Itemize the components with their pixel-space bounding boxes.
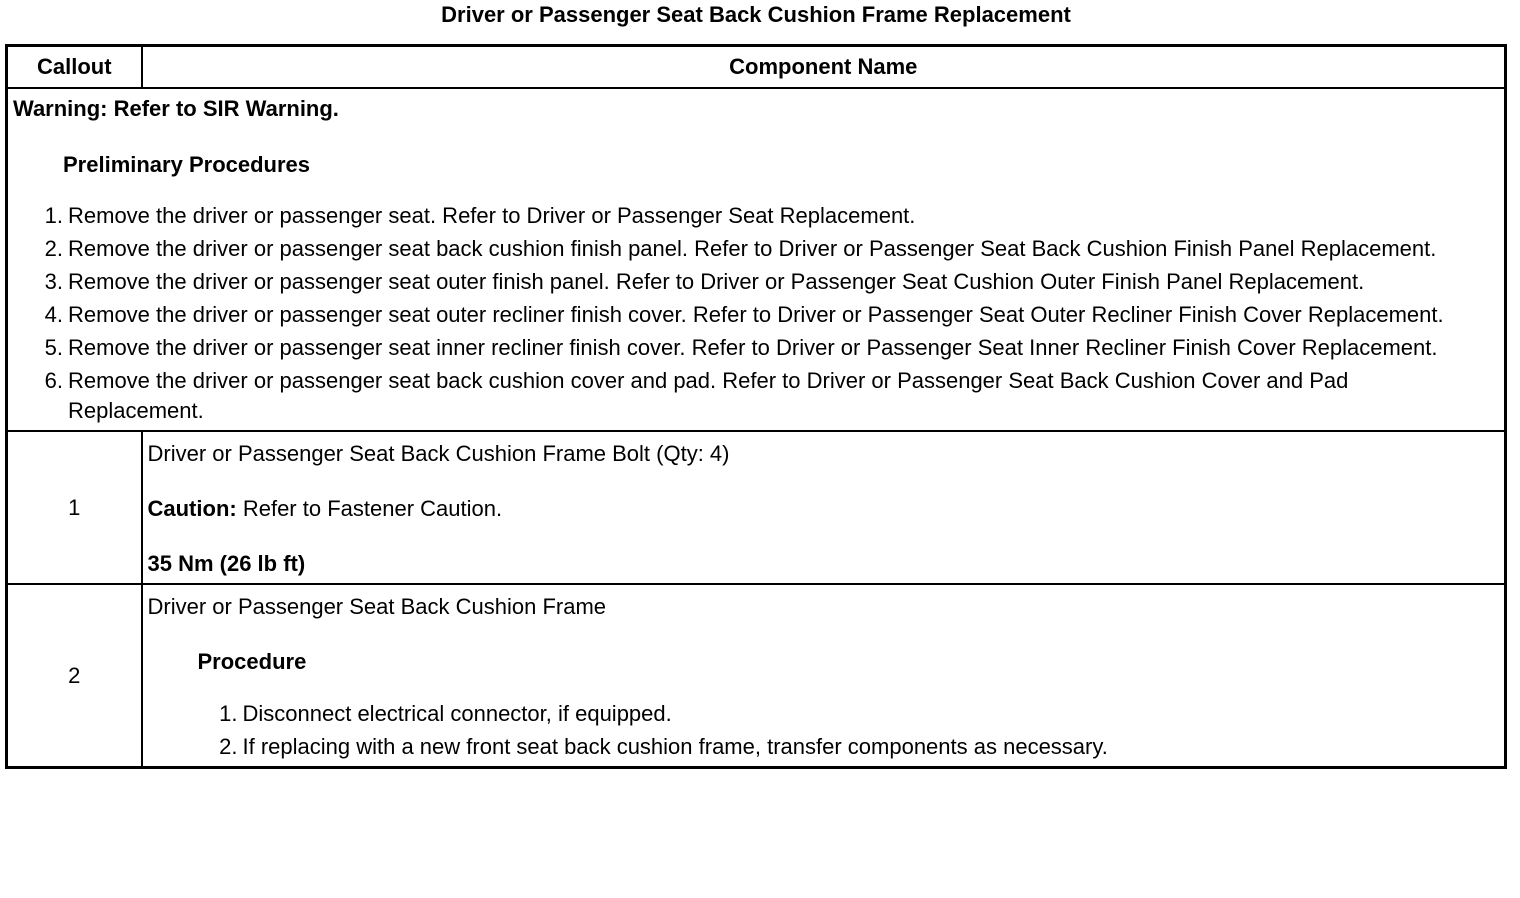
caution: Caution: Refer to Fastener Caution. [148, 494, 1505, 524]
step: 6. Remove the driver or passenger seat ba… [13, 366, 1504, 426]
page-title: Driver or Passenger Seat Back Cushion Fr… [441, 2, 1071, 27]
step-list: 1. Disconnect electrical connector, if eq… [148, 699, 1505, 762]
section-heading: Procedure [197, 649, 307, 674]
caution-text: Refer to Fastener Caution. [242, 496, 503, 521]
warning: Warning: Refer to SIR Warning. [13, 96, 339, 121]
step: 5. Remove the driver or passenger seat in… [13, 333, 1504, 363]
step: 4. Remove the driver or passenger seat ou… [13, 300, 1504, 330]
step: 3. Remove the driver or passenger seat ou… [13, 267, 1504, 297]
step-text: Remove the driver or passenger seat oute… [68, 269, 1365, 294]
step-number: 3. [44, 269, 63, 294]
component-table: Callout Component Name Warning: Refer to… [5, 44, 1507, 769]
callout: 2 [5, 583, 143, 769]
warning-cell: Warning: Refer to SIR Warning. Prelimina… [5, 87, 1507, 432]
step-text: Remove the driver or passenger seat. Ref… [68, 203, 916, 228]
step-text: Remove the driver or passenger seat back… [68, 236, 1437, 261]
component-row: 2 Driver or Passenger Seat Back Cushion … [5, 583, 1507, 769]
step-list: 1. Remove the driver or passenger seat. R… [13, 201, 1504, 426]
step-number: 1. [219, 701, 238, 726]
section-heading: Preliminary Procedures [63, 152, 311, 177]
step: 2. Remove the driver or passenger seat ba… [13, 234, 1504, 264]
step-text: Remove the driver or passenger seat back… [68, 368, 1349, 423]
torque: 35 Nm (26 lb ft) [147, 551, 306, 576]
step-number: 5. [44, 335, 63, 360]
step-number: 2. [44, 236, 63, 261]
step-number: 4. [44, 302, 63, 327]
caution-label: Caution: [147, 496, 237, 521]
step: 2. If replacing with a new front seat bac… [198, 732, 1505, 762]
header-cell: Component Name [140, 44, 1507, 89]
component-row: 1 Driver or Passenger Seat Back Cushion … [5, 430, 1507, 585]
component-cell: Driver or Passenger Seat Back Cushion Fr… [140, 430, 1507, 585]
header-row: Callout Component Name [5, 44, 1507, 89]
header-cell: Callout [5, 44, 143, 89]
step-number: 1. [44, 203, 63, 228]
warning-row: Warning: Refer to SIR Warning. Prelimina… [5, 87, 1507, 432]
step-text: Remove the driver or passenger seat oute… [68, 302, 1444, 327]
step: 1. Disconnect electrical connector, if eq… [198, 699, 1505, 729]
callout: 1 [5, 430, 143, 585]
step: 1. Remove the driver or passenger seat. R… [13, 201, 1504, 231]
step-number: 6. [44, 368, 63, 393]
step-text: Remove the driver or passenger seat inne… [68, 335, 1438, 360]
component-name: Driver or Passenger Seat Back Cushion Fr… [147, 441, 730, 466]
component-name: Driver or Passenger Seat Back Cushion Fr… [147, 594, 607, 619]
step-number: 2. [219, 734, 238, 759]
step-text: Disconnect electrical connector, if equi… [242, 701, 672, 726]
step-text: If replacing with a new front seat back … [242, 734, 1108, 759]
component-cell: Driver or Passenger Seat Back Cushion Fr… [140, 583, 1507, 769]
